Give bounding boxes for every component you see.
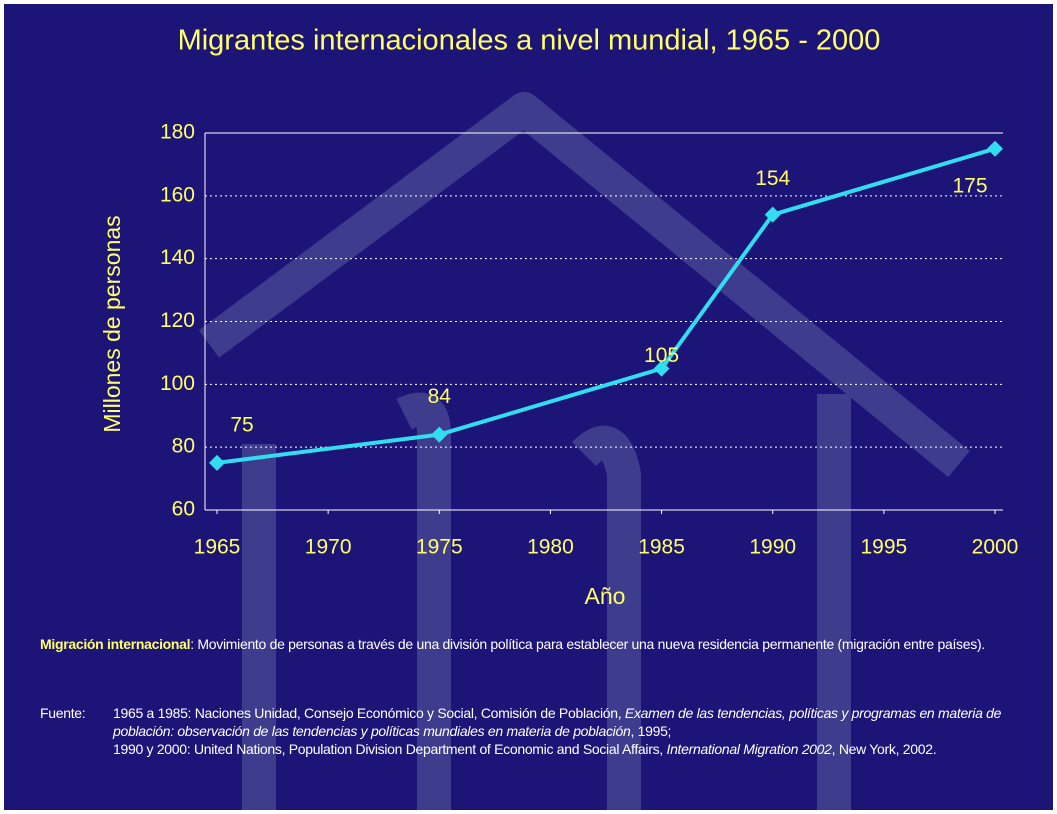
definition-term: Migración internacional <box>40 636 190 652</box>
data-marker <box>209 455 225 471</box>
slide: Migrantes internacionales a nivel mundia… <box>4 4 1053 810</box>
data-label: 84 <box>428 385 452 408</box>
x-tick-label: 1990 <box>749 536 796 559</box>
x-axis-label: Año <box>585 583 626 609</box>
y-tick-label: 180 <box>160 121 195 144</box>
y-tick-label: 160 <box>160 183 195 206</box>
data-marker <box>987 141 1003 157</box>
y-tick-label: 100 <box>160 372 195 395</box>
y-tick-label: 120 <box>160 309 195 332</box>
source-part: , 1995; <box>630 723 671 739</box>
y-tick-label: 60 <box>172 498 195 521</box>
source-label: Fuente: <box>40 704 114 722</box>
x-tick-label: 1970 <box>305 536 352 559</box>
chart: Migrantes internacionales a nivel mundia… <box>4 4 1053 810</box>
x-tick-label: 2000 <box>972 536 1019 559</box>
x-tick-label: 1995 <box>860 536 907 559</box>
y-tick-label: 140 <box>160 246 195 269</box>
data-label: 154 <box>755 167 790 190</box>
x-tick-label: 1965 <box>194 536 241 559</box>
source-part: 1965 a 1985: Naciones Unidad, Consejo Ec… <box>113 705 625 721</box>
source: 1965 a 1985: Naciones Unidad, Consejo Ec… <box>113 704 1053 758</box>
definition: Migración internacional: Movimiento de p… <box>40 635 1053 653</box>
x-tick-label: 1985 <box>638 536 685 559</box>
x-tick-label: 1975 <box>416 536 463 559</box>
source-part: , New York, 2002. <box>832 741 937 757</box>
x-tick-label: 1980 <box>527 536 574 559</box>
chart-title: Migrantes internacionales a nivel mundia… <box>178 25 881 57</box>
data-label: 175 <box>952 174 987 197</box>
source-part: International Migration 2002 <box>666 741 831 757</box>
source-part: 1990 y 2000: United Nations, Population … <box>113 741 666 757</box>
definition-text: : Movimiento de personas a través de una… <box>190 636 985 652</box>
data-label: 105 <box>644 344 679 367</box>
data-label: 75 <box>230 413 253 436</box>
y-axis-label: Millones de personas <box>99 215 125 432</box>
y-tick-label: 80 <box>172 435 195 458</box>
